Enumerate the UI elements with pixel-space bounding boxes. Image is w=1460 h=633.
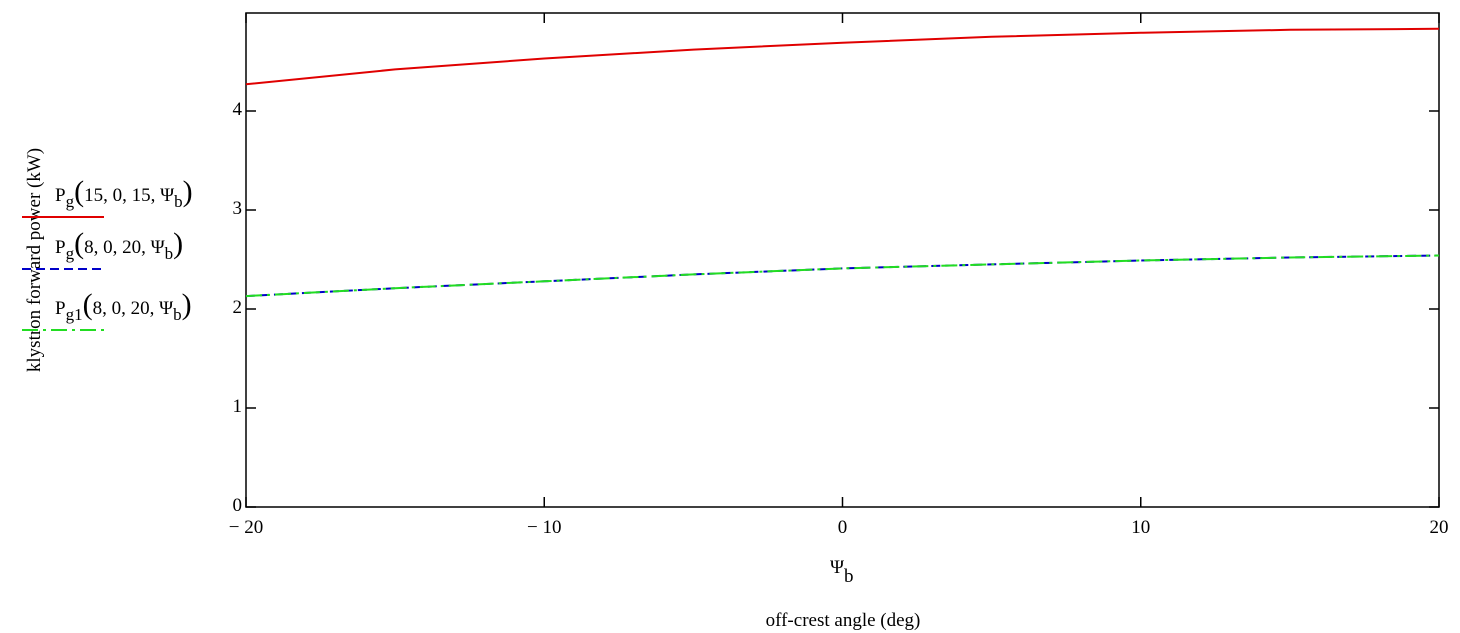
x-tick-label: 0 [838,517,848,538]
x-axis-label: off-crest angle (deg) [766,610,921,631]
y-tick-label: 0 [233,495,243,516]
legend-label: Pg(8, 0, 20, Ψb) [55,227,183,263]
x-axis-symbol-sub: b [844,566,854,587]
x-axis-symbol: Ψb [830,557,854,587]
series-line-3 [245,254,1440,298]
legend: Pg(15, 0, 15, Ψb) Pg(8, 0, 20, Ψb) Pg1(8, … [22,175,193,331]
axis-ticks [245,13,1440,508]
axis-tick-labels: − 20 − 10 0 10 20 0 1 2 3 4 [229,99,1449,538]
series-line-1 [245,27,1440,86]
y-tick-label: 1 [233,396,243,417]
y-tick-label: 2 [233,297,243,318]
x-axis-symbol-main: Ψ [830,557,844,578]
y-axis-label: klystron forward power (kW) [24,148,45,372]
legend-label: Pg1(8, 0, 20, Ψb) [55,288,192,324]
y-tick-label: 4 [233,99,243,120]
legend-label: Pg(15, 0, 15, Ψb) [55,175,193,211]
y-tick-label: 3 [233,198,243,219]
series-lines [245,27,1440,298]
x-tick-label: − 10 [527,517,561,538]
x-tick-label: 10 [1131,517,1150,538]
series-line-2 [245,254,1440,298]
x-tick-label: − 20 [229,517,263,538]
plot-frame [245,12,1440,508]
legend-entry: Pg(8, 0, 20, Ψb) [22,227,183,270]
x-tick-label: 20 [1430,517,1449,538]
legend-entry: Pg1(8, 0, 20, Ψb) [22,288,192,331]
legend-entry: Pg(15, 0, 15, Ψb) [22,175,193,218]
